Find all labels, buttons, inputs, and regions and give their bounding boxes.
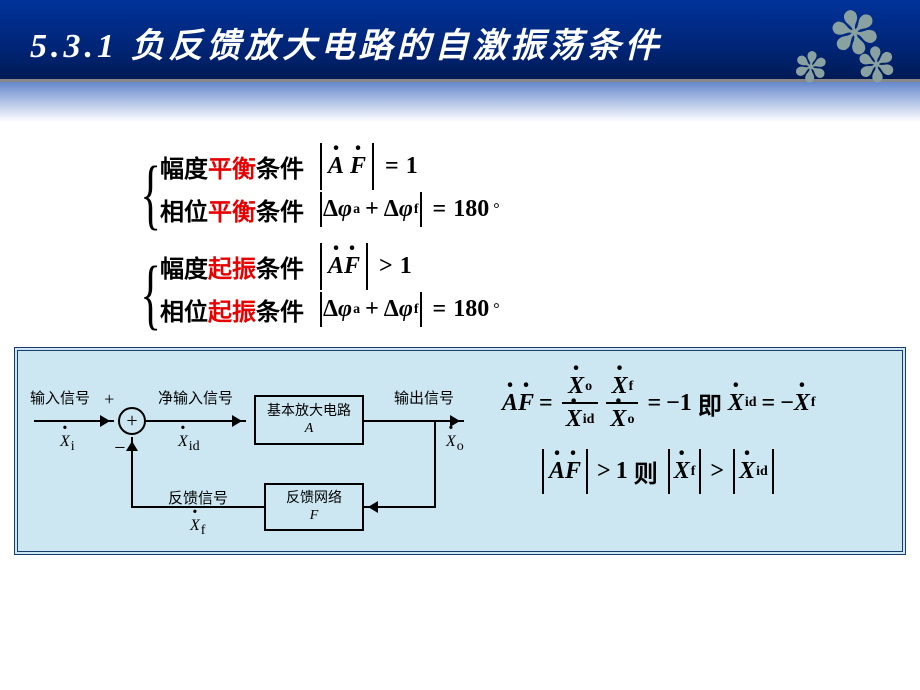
then-text-2: 则 [634, 454, 658, 489]
summing-junction: + [118, 407, 146, 435]
amp-st-math: AF > 1 [316, 247, 412, 286]
feedback-diagram-box: 输入信号 + Xi + − 净输入信号 Xid 基本放大电路 A 输出信号 Xo… [14, 347, 906, 555]
ph-st-post: 条件 [256, 300, 304, 326]
phase-bal-math: Δφa+Δφf = 180° [316, 196, 500, 223]
ph-bal-pre: 相位 [160, 200, 208, 226]
slide-header: 5.3.1 负反馈放大电路的自激振荡条件 [0, 0, 920, 82]
slide-title: 5.3.1 负反馈放大电路的自激振荡条件 [30, 18, 920, 67]
phase-startup-line: 相位起振条件 Δφa+Δφf = 180° [160, 292, 880, 327]
equations-panel: AF = XoXid XfXo =−1 即 Xid =− Xf AF >1 则 … [498, 351, 902, 551]
startup-conditions: { 幅度起振条件 AF > 1 相位起振条件 Δφa+Δφf = 180° [160, 247, 880, 327]
arrow-input [34, 420, 114, 422]
ph-st-red: 起振 [208, 300, 256, 326]
amplitude-balance-line: 幅度平衡条件 A F = 1 [160, 147, 880, 186]
phase-balance-line: 相位平衡条件 Δφa+Δφf = 180° [160, 192, 880, 227]
amp-st-post: 条件 [256, 257, 304, 283]
block-diagram: 输入信号 + Xi + − 净输入信号 Xid 基本放大电路 A 输出信号 Xo… [18, 351, 498, 551]
input-signal-label: 输入信号 [30, 387, 90, 408]
amp-st-pre: 幅度 [160, 257, 208, 283]
arrow-to-feedback [364, 506, 436, 508]
arrow-net-input [146, 420, 246, 422]
equation-line-2: AF >1 则 Xf > Xid [502, 453, 898, 490]
ph-bal-post: 条件 [256, 200, 304, 226]
dragonfly-decoration-3: ✽ [854, 36, 898, 87]
dragonfly-decoration-2: ✽ [791, 46, 830, 91]
amp-block-top: 基本放大电路 [256, 403, 362, 421]
amp-bal-post: 条件 [256, 157, 304, 183]
amp-bal-math: A F = 1 [316, 147, 418, 186]
plus-sign: + [103, 389, 115, 410]
fb-block-top: 反馈网络 [266, 490, 362, 508]
fb-block-bot: F [266, 507, 362, 525]
arrow-up-to-sum [131, 437, 133, 508]
slide-content: { 幅度平衡条件 A F = 1 相位平衡条件 Δφa+Δφf = 180° { [0, 122, 920, 327]
amp-block-bot: A [256, 420, 362, 438]
then-text-1: 即 [698, 386, 722, 421]
phase-st-math: Δφa+Δφf = 180° [316, 296, 500, 323]
header-gradient [0, 82, 920, 122]
ph-st-pre: 相位 [160, 300, 208, 326]
amplifier-block: 基本放大电路 A [254, 395, 364, 445]
amplitude-startup-line: 幅度起振条件 AF > 1 [160, 247, 880, 286]
ph-bal-red: 平衡 [208, 200, 256, 226]
amp-bal-red: 平衡 [208, 157, 256, 183]
amp-bal-pre: 幅度 [160, 157, 208, 183]
line-down-right [434, 420, 436, 508]
brace-icon: { [140, 155, 161, 233]
net-input-label: 净输入信号 [158, 387, 233, 408]
feedback-block: 反馈网络 F [264, 483, 364, 531]
brace-icon: { [140, 255, 161, 333]
balance-conditions: { 幅度平衡条件 A F = 1 相位平衡条件 Δφa+Δφf = 180° [160, 147, 880, 227]
output-signal-label: 输出信号 [394, 387, 454, 408]
amp-st-red: 起振 [208, 257, 256, 283]
equation-line-1: AF = XoXid XfXo =−1 即 Xid =− Xf [502, 373, 898, 433]
minus-sign: − [113, 437, 127, 460]
